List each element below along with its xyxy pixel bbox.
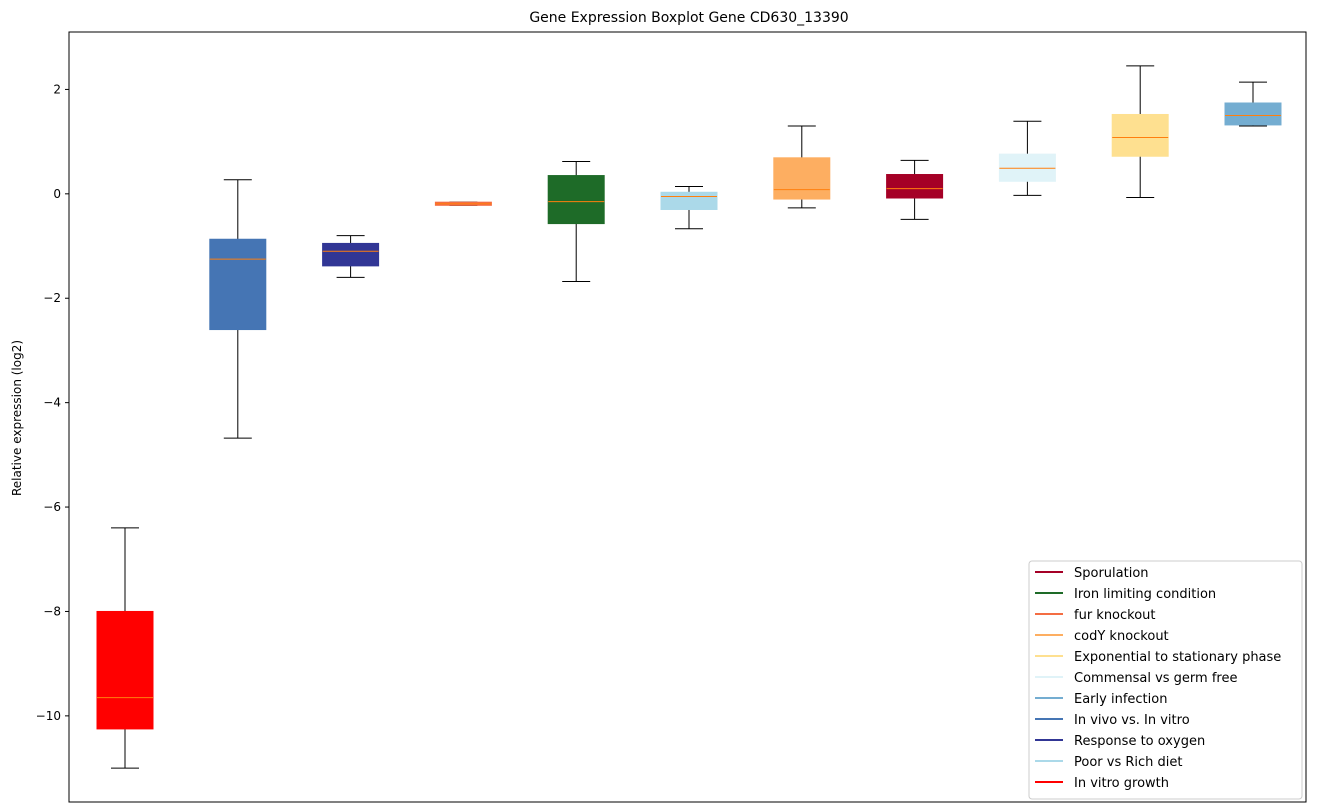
- legend-item: fur knockout: [1035, 608, 1156, 623]
- legend-item: Iron limiting condition: [1035, 587, 1216, 602]
- legend-label: Poor vs Rich diet: [1074, 755, 1182, 770]
- legend-label: Exponential to stationary phase: [1074, 650, 1281, 665]
- y-axis-label: Relative expression (log2): [10, 340, 24, 496]
- y-tick-label: 0: [53, 187, 61, 201]
- axes-layer: 2 0 −2 −4 −6 −8 −10: [36, 31, 1307, 803]
- y-tick-label: 2: [53, 82, 61, 96]
- box-group-5: [547, 160, 605, 283]
- legend-label: Sporulation: [1074, 566, 1149, 581]
- box-iqr: [660, 191, 718, 210]
- y-tick-label: −2: [43, 291, 61, 305]
- legend-item: Poor vs Rich diet: [1035, 755, 1182, 770]
- box-iqr: [1224, 102, 1282, 126]
- legend-item: Commensal vs germ free: [1035, 671, 1237, 686]
- legend-item: Sporulation: [1035, 566, 1149, 581]
- box-iqr: [998, 153, 1056, 182]
- legend: Sporulation Iron limiting condition fur kn…: [1028, 560, 1303, 800]
- y-tick-label: −10: [36, 709, 61, 723]
- plot-frame: [68, 31, 1307, 803]
- legend-label: In vivo vs. In vitro: [1074, 713, 1190, 728]
- box-iqr: [547, 175, 605, 225]
- box-group-6: [660, 186, 718, 230]
- box-iqr: [773, 157, 831, 200]
- y-tick-label: −8: [43, 604, 61, 618]
- legend-label: Early infection: [1074, 692, 1167, 707]
- box-group-3: [322, 235, 380, 278]
- legend-label: Response to oxygen: [1074, 734, 1205, 749]
- box-group-8: [886, 159, 944, 220]
- legend-item: In vivo vs. In vitro: [1035, 713, 1190, 728]
- legend-label: codY knockout: [1074, 629, 1169, 644]
- box-group-7: [773, 125, 831, 209]
- box-iqr: [96, 610, 154, 730]
- box-iqr: [1111, 113, 1169, 157]
- legend-item: Exponential to stationary phase: [1035, 650, 1281, 665]
- box-group-4: [434, 201, 492, 206]
- chart-title: Gene Expression Boxplot Gene CD630_13390: [529, 10, 848, 26]
- box-group-11: [1224, 81, 1282, 127]
- box-iqr: [209, 238, 267, 331]
- y-tick-label: −4: [43, 396, 61, 410]
- legend-item: codY knockout: [1035, 629, 1169, 644]
- legend-item: Response to oxygen: [1035, 734, 1205, 749]
- y-tick-label: −6: [43, 500, 61, 514]
- legend-label: Commensal vs germ free: [1074, 671, 1237, 686]
- box-iqr: [886, 174, 944, 199]
- box-group-9: [998, 120, 1056, 196]
- boxes-layer: [96, 65, 1282, 769]
- box-group-10: [1111, 65, 1169, 198]
- legend-item: In vitro growth: [1035, 776, 1169, 791]
- legend-label: In vitro growth: [1074, 776, 1169, 791]
- box-iqr: [322, 242, 380, 267]
- box-group-2: [209, 179, 267, 439]
- legend-item: Early infection: [1035, 692, 1167, 707]
- legend-label: fur knockout: [1074, 608, 1156, 623]
- legend-label: Iron limiting condition: [1074, 587, 1216, 602]
- legend-frame: [1028, 560, 1303, 800]
- box-group-1: [96, 527, 154, 769]
